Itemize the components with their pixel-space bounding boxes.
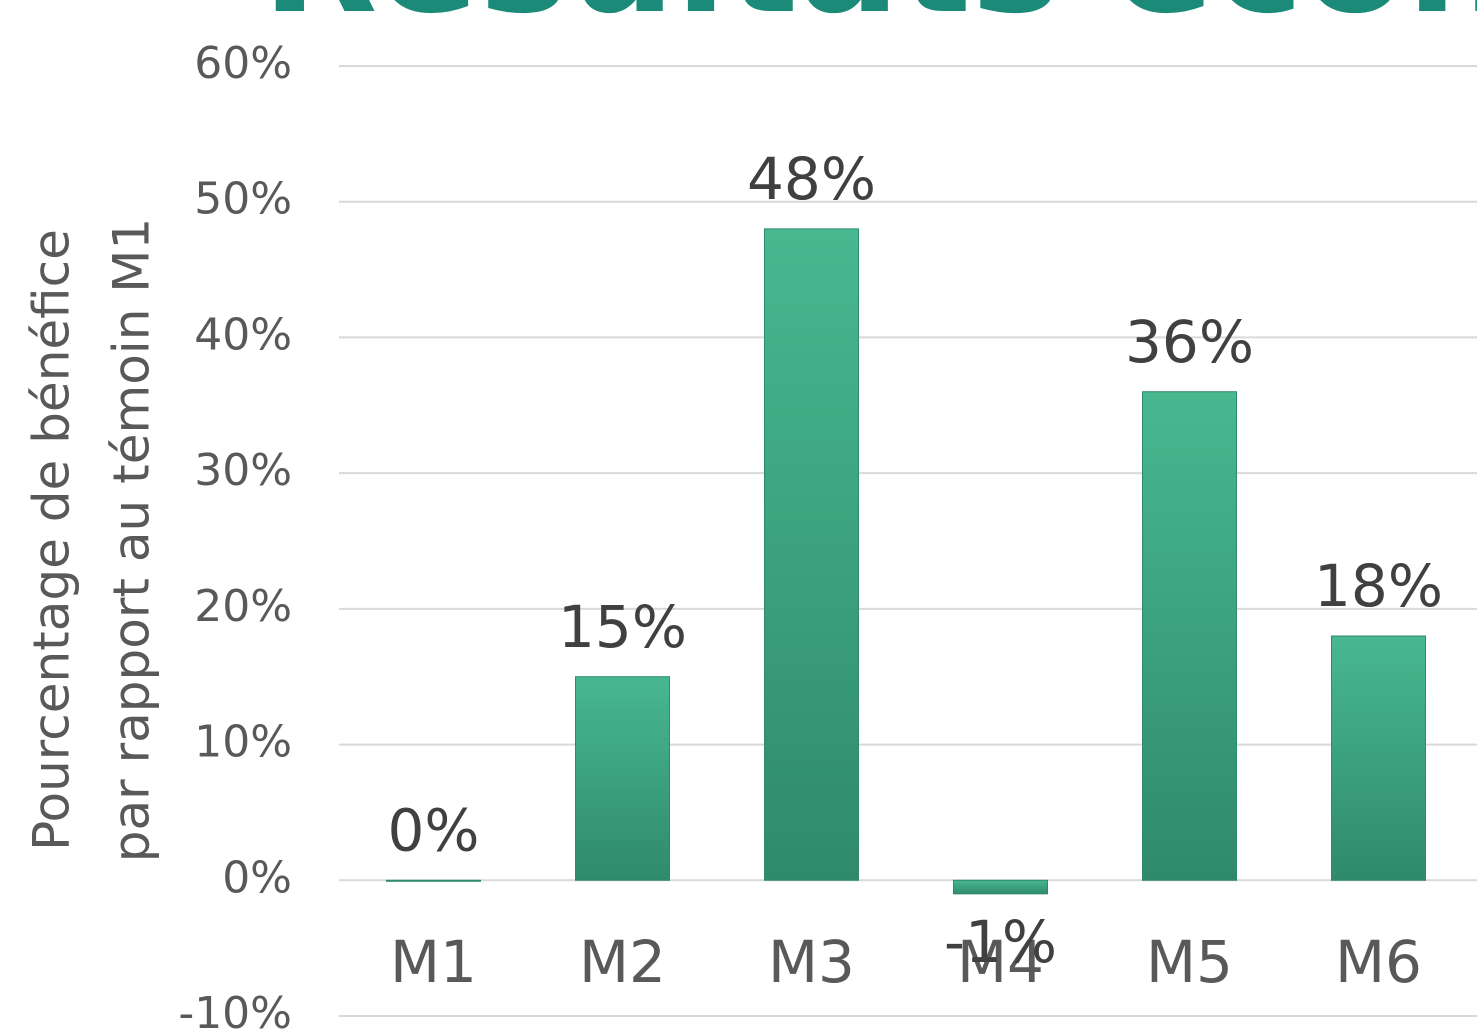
value-label: 18%	[1314, 552, 1443, 620]
value-label: 15%	[558, 593, 687, 661]
y-axis-title: par rapport au témoin M1	[103, 218, 161, 862]
y-tick-label: 40%	[194, 309, 292, 360]
bar	[1142, 391, 1237, 881]
y-tick-label: 60%	[194, 38, 292, 89]
y-tick-label: 10%	[194, 717, 292, 768]
x-tick-label: M3	[768, 928, 855, 996]
x-tick-label: M4	[957, 928, 1044, 996]
chart-title: Résultats économ	[262, 0, 1477, 47]
y-tick-label: 30%	[194, 445, 292, 496]
bar	[386, 879, 481, 882]
x-tick-label: M1	[390, 928, 477, 996]
bar	[764, 228, 859, 881]
bar	[1331, 635, 1426, 881]
y-axis-title: Pourcentage de bénéfice	[23, 229, 81, 851]
x-tick-label: M5	[1146, 928, 1233, 996]
y-tick-label: -10%	[178, 988, 292, 1036]
value-label: 48%	[747, 145, 876, 213]
value-label: 36%	[1125, 308, 1254, 376]
value-label: 0%	[387, 796, 479, 864]
y-tick-label: 0%	[222, 852, 292, 903]
x-tick-label: M6	[1335, 928, 1422, 996]
bar	[575, 676, 670, 881]
y-tick-label: 20%	[194, 581, 292, 632]
bar	[953, 879, 1048, 895]
value-label: -1%	[944, 908, 1057, 976]
x-tick-label: M2	[579, 928, 666, 996]
y-tick-label: 50%	[194, 174, 292, 225]
